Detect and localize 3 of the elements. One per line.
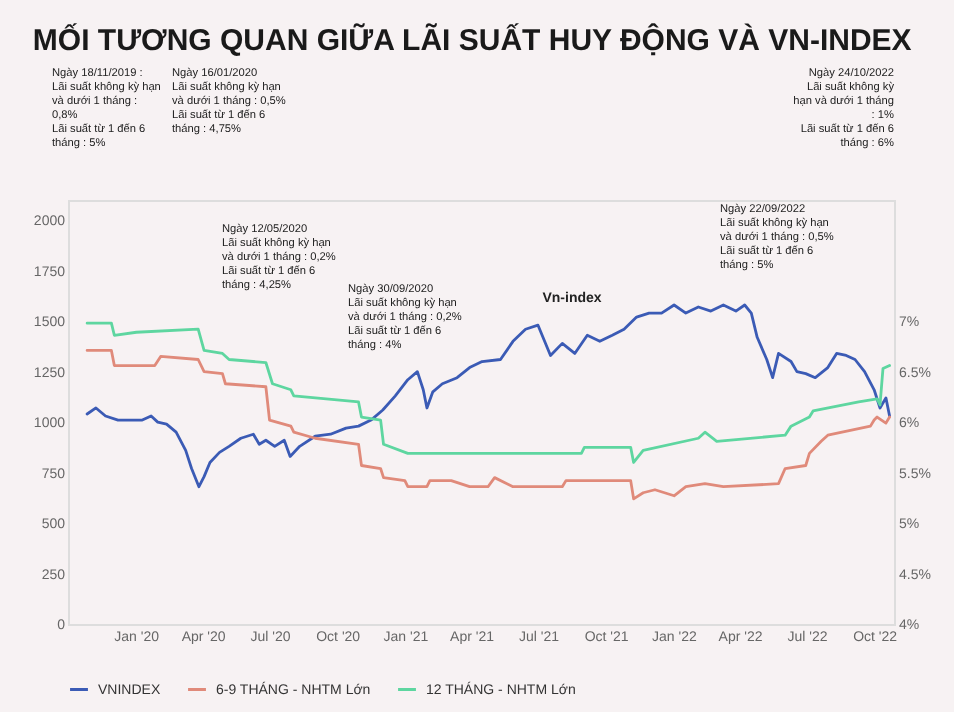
line-series <box>85 349 891 501</box>
line-series <box>85 321 891 464</box>
chart-title: MỐI TƯƠNG QUAN GIỮA LÃI SUẤT HUY ĐỘNG VÀ VN-INDEX <box>32 22 912 58</box>
